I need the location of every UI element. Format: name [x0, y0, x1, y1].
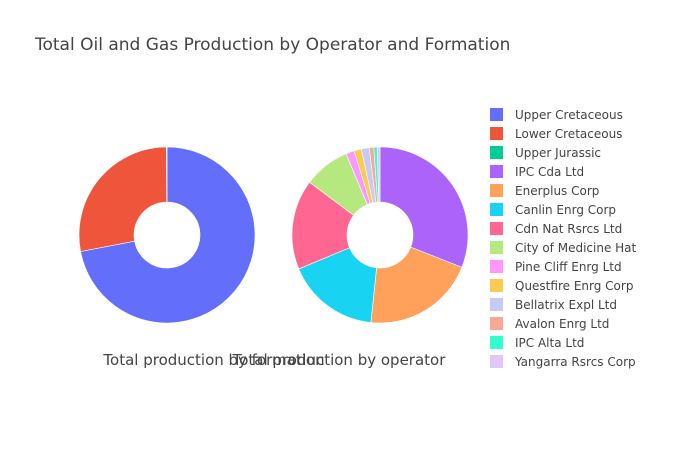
chart-title: Total Oil and Gas Production by Operator…: [34, 35, 510, 55]
legend-swatch: [490, 317, 503, 330]
pie-operator-label: Total production by operator: [232, 351, 447, 369]
legend-label: Bellatrix Expl Ltd: [515, 298, 617, 312]
legend-label: Cdn Nat Rsrcs Ltd: [515, 222, 622, 236]
slice-upper-jurassic[interactable]: [166, 146, 168, 203]
legend-item-avalon-enrg-ltd[interactable]: Avalon Enrg Ltd: [490, 317, 609, 331]
legend-swatch: [490, 279, 503, 292]
legend-swatch: [490, 146, 503, 159]
legend-label: Yangarra Rsrcs Corp: [514, 355, 636, 369]
legend-item-upper-cretaceous[interactable]: Upper Cretaceous: [490, 108, 623, 122]
legend-swatch: [490, 355, 503, 368]
pie-formation-label: Total production by formation: [102, 351, 324, 369]
legend-swatch: [490, 222, 503, 235]
legend-item-city-of-medicine-hat[interactable]: City of Medicine Hat: [490, 241, 637, 255]
legend-item-enerplus-corp[interactable]: Enerplus Corp: [490, 184, 599, 198]
slice-ipc-cda-ltd[interactable]: [379, 146, 469, 268]
legend-item-pine-cliff-enrg-ltd[interactable]: Pine Cliff Enrg Ltd: [490, 260, 622, 274]
legend-swatch: [490, 241, 503, 254]
legend-label: Avalon Enrg Ltd: [515, 317, 609, 331]
legend-item-yangarra-rsrcs-corp[interactable]: Yangarra Rsrcs Corp: [490, 355, 636, 369]
legend-swatch: [490, 165, 503, 178]
legend-item-ipc-alta-ltd[interactable]: IPC Alta Ltd: [490, 336, 584, 350]
legend-item-canlin-enrg-corp[interactable]: Canlin Enrg Corp: [490, 203, 616, 217]
legend-swatch: [490, 298, 503, 311]
legend-label: Upper Jurassic: [515, 146, 601, 160]
legend-label: Canlin Enrg Corp: [515, 203, 616, 217]
pie-formation: [78, 146, 256, 324]
legend-item-lower-cretaceous[interactable]: Lower Cretaceous: [490, 127, 622, 141]
legend-swatch: [490, 336, 503, 349]
legend-label: Upper Cretaceous: [515, 108, 623, 122]
legend-label: City of Medicine Hat: [515, 241, 637, 255]
legend-label: Pine Cliff Enrg Ltd: [515, 260, 622, 274]
slice-yangarra-rsrcs-corp[interactable]: [376, 146, 381, 203]
slice-upper-cretaceous[interactable]: [80, 146, 256, 324]
legend: Upper Cretaceous Lower Cretaceous Upper Ju…: [490, 108, 637, 369]
legend-label: Questfire Enrg Corp: [515, 279, 633, 293]
slice-enerplus-corp[interactable]: [370, 246, 463, 324]
legend-swatch: [490, 260, 503, 273]
legend-item-questfire-enrg-corp[interactable]: Questfire Enrg Corp: [490, 279, 633, 293]
legend-item-cdn-nat-rsrcs-ltd[interactable]: Cdn Nat Rsrcs Ltd: [490, 222, 622, 236]
legend-item-bellatrix-expl-ltd[interactable]: Bellatrix Expl Ltd: [490, 298, 617, 312]
legend-swatch: [490, 184, 503, 197]
legend-label: Lower Cretaceous: [515, 127, 622, 141]
legend-swatch: [490, 127, 503, 140]
legend-label: IPC Cda Ltd: [515, 165, 584, 179]
pie-operator: [291, 146, 469, 324]
legend-label: IPC Alta Ltd: [515, 336, 584, 350]
slice-lower-cretaceous[interactable]: [78, 146, 168, 252]
legend-swatch: [490, 203, 503, 216]
slice-canlin-enrg-corp[interactable]: [298, 247, 377, 323]
legend-item-ipc-cda-ltd[interactable]: IPC Cda Ltd: [490, 165, 584, 179]
legend-item-upper-jurassic[interactable]: Upper Jurassic: [490, 146, 601, 160]
legend-swatch: [490, 108, 503, 121]
legend-label: Enerplus Corp: [515, 184, 599, 198]
